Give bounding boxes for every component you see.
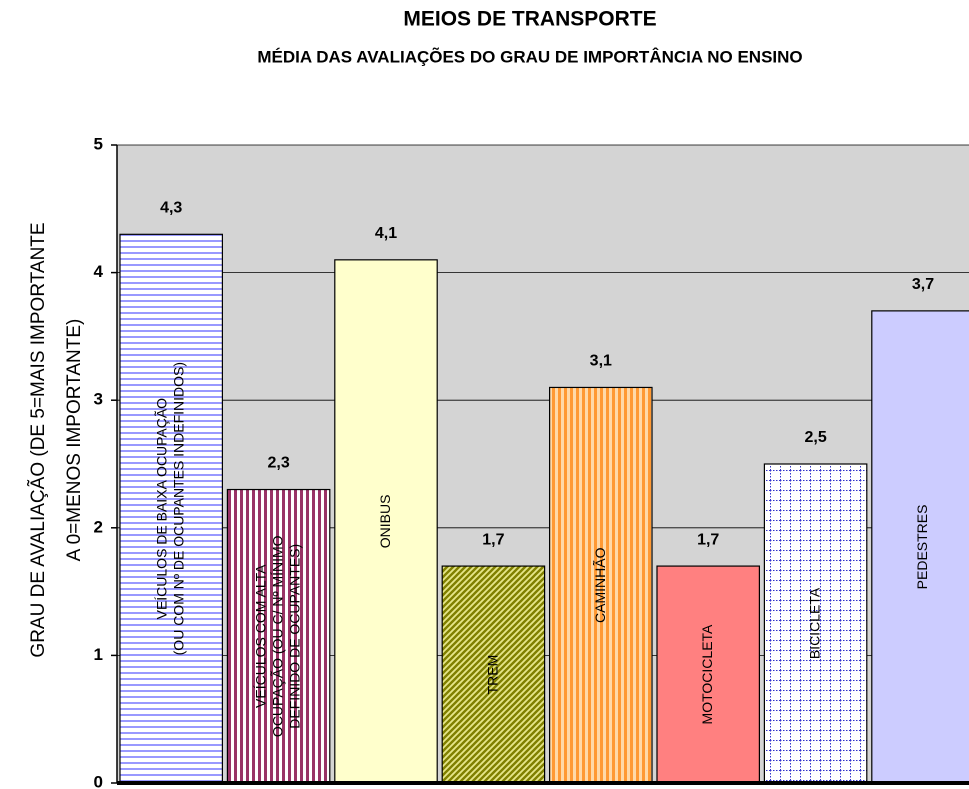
bar — [656, 565, 761, 784]
bar — [119, 233, 224, 784]
data-label: 3,7 — [912, 276, 934, 293]
y-tick-label: 4 — [94, 262, 104, 281]
y-tick-label: 2 — [94, 517, 103, 536]
data-label: 1,7 — [697, 531, 719, 548]
data-label: 1,7 — [482, 531, 504, 548]
data-label: 2,3 — [267, 455, 289, 472]
data-label: 3,1 — [590, 353, 612, 370]
category-label: VEÍCULOS COM ALTAOCUPAÇÃO (OU C/ Nº MÍNI… — [252, 535, 302, 737]
data-label: 4,3 — [160, 200, 182, 217]
bar — [763, 463, 868, 784]
category-label: VEÍCULOS DE BAIXA OCUPAÇÃO(OU COM Nº DE … — [153, 362, 186, 655]
bar — [548, 386, 653, 784]
data-label: 4,1 — [375, 225, 397, 242]
category-label: ONIBUS — [377, 495, 393, 549]
category-label: CAMINHÃO — [592, 547, 608, 623]
bar — [441, 565, 546, 784]
chart-subtitle: MÉDIA DAS AVALIAÇÕES DO GRAU DE IMPORTÂN… — [257, 46, 802, 66]
y-tick-label: 0 — [94, 772, 103, 789]
chart-title: MEIOS DE TRANSPORTE — [403, 8, 656, 31]
bar — [871, 310, 969, 784]
y-tick-label: 1 — [94, 645, 103, 664]
category-label: MOTOCICLETA — [699, 624, 715, 724]
y-tick-label: 3 — [94, 390, 103, 409]
y-axis-label: GRAU DE AVALIAÇÃO (DE 5=MAIS IMPORTANTE A… — [27, 222, 85, 657]
category-label: PEDESTRES — [914, 505, 930, 590]
category-label: TREM — [484, 655, 500, 695]
y-tick-label: 5 — [94, 134, 103, 153]
data-label: 2,5 — [804, 429, 826, 446]
category-label: BICICLETA — [806, 587, 822, 659]
